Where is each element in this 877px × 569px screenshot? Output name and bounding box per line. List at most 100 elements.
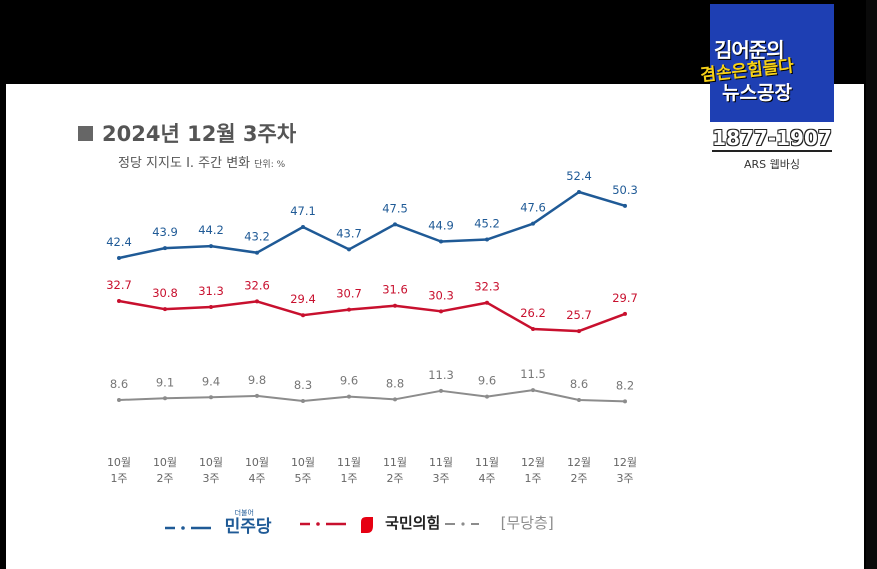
title-square-icon (78, 126, 93, 141)
point-none-10 (577, 398, 581, 402)
data-label-ppp-10: 25.7 (566, 308, 592, 322)
series-line-none (118, 389, 626, 403)
x-tick-week-5: 1주 (340, 472, 357, 485)
legend-item-ppp: 국민의힘 (300, 512, 440, 534)
point-none-8 (485, 394, 489, 399)
x-tick-month-10: 12월 (567, 456, 591, 469)
data-label-none-0: 8.6 (110, 377, 128, 391)
data-label-ppp-0: 32.7 (106, 278, 132, 292)
data-label-democratic-0: 42.4 (106, 235, 132, 249)
show-logo: 김어준의 겸손은힘들다 뉴스공장 (699, 4, 835, 124)
data-label-democratic-8: 45.2 (474, 217, 500, 231)
legend-line-none (445, 521, 479, 526)
page-title: 2024년 12월 3주차 (78, 118, 296, 148)
data-label-none-6: 8.8 (386, 376, 404, 390)
series-line-democratic (118, 190, 626, 260)
logo-line1: 김어준의 (714, 38, 785, 62)
x-tick-month-1: 10월 (153, 456, 177, 469)
data-label-none-8: 9.6 (478, 374, 496, 388)
point-democratic-8 (485, 237, 489, 242)
x-tick-week-9: 1주 (524, 472, 541, 485)
point-none-7 (439, 388, 443, 393)
data-label-democratic-6: 47.5 (382, 201, 408, 215)
data-label-democratic-3: 43.2 (244, 230, 270, 244)
point-democratic-6 (393, 222, 397, 227)
legend-item-none: [무당층] (445, 512, 554, 533)
data-label-democratic-2: 44.2 (198, 223, 224, 237)
x-tick-month-11: 12월 (613, 456, 637, 469)
point-none-9 (531, 388, 535, 393)
data-label-none-4: 8.3 (294, 378, 312, 392)
data-label-none-9: 11.5 (520, 367, 546, 381)
x-tick-month-8: 11월 (475, 456, 499, 469)
x-tick-month-7: 11월 (429, 456, 453, 469)
point-none-2 (209, 395, 213, 400)
x-tick-week-4: 5주 (294, 472, 311, 485)
data-label-ppp-1: 30.8 (152, 286, 178, 300)
phone-number: 1877-1907 (712, 126, 832, 152)
x-tick-week-11: 3주 (616, 472, 633, 485)
data-label-none-3: 9.8 (248, 373, 266, 387)
point-democratic-0 (117, 256, 121, 260)
data-label-none-5: 9.6 (340, 374, 358, 388)
data-label-none-1: 9.1 (156, 375, 174, 389)
unit-label: 단위: % (254, 160, 286, 170)
data-label-democratic-5: 43.7 (336, 226, 362, 240)
x-tick-month-5: 11월 (337, 456, 361, 469)
point-democratic-1 (163, 246, 167, 251)
series-line-ppp (118, 299, 626, 333)
x-tick-week-3: 4주 (248, 472, 265, 485)
data-label-ppp-3: 32.6 (244, 278, 270, 292)
point-ppp-8 (485, 300, 489, 305)
data-label-ppp-9: 26.2 (520, 306, 546, 320)
x-tick-month-4: 10월 (291, 456, 315, 469)
x-tick-week-0: 1주 (110, 472, 127, 485)
point-none-6 (393, 397, 397, 402)
point-democratic-3 (255, 250, 259, 255)
x-tick-week-2: 3주 (202, 472, 219, 485)
x-tick-week-8: 4주 (478, 472, 495, 485)
x-tick-month-9: 12월 (521, 456, 545, 469)
data-label-democratic-10: 52.4 (566, 169, 592, 183)
x-tick-month-2: 10월 (199, 456, 223, 469)
point-democratic-9 (531, 221, 535, 226)
data-label-none-10: 8.6 (570, 377, 588, 391)
title-text: 2024년 12월 3주차 (102, 122, 297, 146)
point-none-3 (255, 393, 259, 398)
point-democratic-4 (301, 224, 305, 229)
point-democratic-5 (347, 247, 351, 252)
data-label-none-2: 9.4 (202, 374, 220, 388)
point-none-11 (623, 399, 627, 404)
subtitle-text: 정당 지지도 Ⅰ. 주간 변화 (118, 156, 251, 171)
data-label-none-11: 8.2 (616, 378, 634, 392)
logo-line3: 뉴스공장 (722, 82, 792, 104)
point-none-4 (301, 399, 305, 404)
point-ppp-10 (577, 329, 581, 334)
chart-subtitle: 정당 지지도 Ⅰ. 주간 변화 단위: % (118, 152, 285, 171)
data-label-ppp-4: 29.4 (290, 292, 316, 306)
legend-small-democratic: 더불어 (234, 509, 254, 517)
x-tick-month-0: 10월 (107, 456, 131, 469)
point-ppp-0 (117, 299, 121, 303)
point-none-0 (117, 398, 121, 402)
legend-line-ppp (300, 521, 346, 526)
data-label-democratic-7: 44.9 (428, 219, 454, 233)
data-label-democratic-1: 43.9 (152, 225, 178, 239)
survey-method: ARS 웹바싱 (743, 158, 800, 171)
logo-background (710, 4, 834, 122)
data-label-ppp-7: 30.3 (428, 288, 454, 302)
data-label-ppp-6: 31.6 (382, 283, 408, 297)
chart-panel (6, 84, 864, 569)
point-ppp-5 (347, 307, 351, 312)
point-democratic-10 (577, 190, 581, 194)
legend-item-democratic: 더불어 민주당 (165, 509, 272, 537)
data-label-democratic-11: 50.3 (612, 183, 638, 197)
point-democratic-7 (439, 239, 443, 244)
legend-line-democratic (165, 525, 211, 530)
data-label-none-7: 11.3 (428, 368, 454, 382)
point-ppp-2 (209, 305, 213, 310)
x-tick-week-6: 2주 (386, 472, 403, 485)
point-ppp-11 (623, 311, 627, 316)
ppp-flame-icon (360, 516, 373, 533)
data-label-ppp-2: 31.3 (198, 284, 224, 298)
